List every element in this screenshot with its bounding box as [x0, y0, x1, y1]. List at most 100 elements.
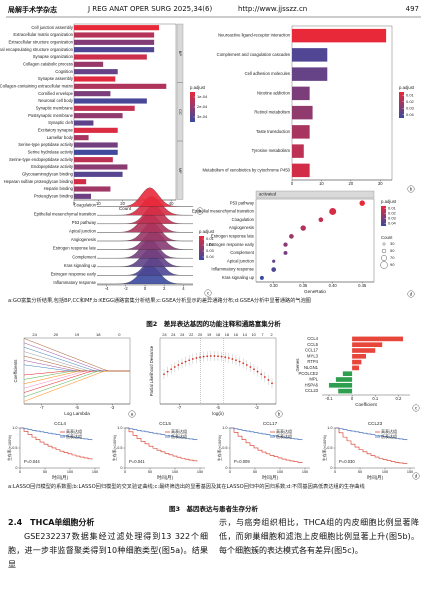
label: 0 [19, 470, 21, 474]
bar [74, 32, 155, 38]
color-legend [190, 92, 195, 122]
label: 24 [171, 333, 175, 337]
label: 0.45 [358, 283, 367, 288]
journal-name: 局解手术学杂志 [8, 6, 57, 14]
label: 高表达组 [171, 428, 187, 434]
coef-path [23, 364, 130, 372]
dot [259, 275, 264, 280]
label: p.adjust [381, 199, 397, 204]
bar [292, 144, 304, 158]
plot-frame [159, 337, 277, 405]
label: Estrogen response late [53, 246, 97, 251]
label: -4 [105, 286, 109, 291]
label: 1.0 [222, 426, 227, 430]
label: CC [178, 109, 183, 115]
plot-frame [255, 198, 375, 283]
bar [74, 76, 116, 82]
label: 150 [407, 470, 413, 474]
coef-path [23, 370, 130, 380]
label: b [278, 411, 281, 416]
color-legend [199, 236, 204, 260]
label: P=0.030 [339, 459, 355, 464]
cv-point [217, 355, 219, 358]
label: Cornified envelope [38, 91, 74, 96]
label: 1.0 [12, 426, 17, 430]
cv-point [191, 358, 194, 360]
cv-point [235, 359, 237, 362]
label: 19 [75, 332, 80, 337]
label: 低表达组 [171, 433, 187, 439]
label: PCOLCE2 [298, 371, 318, 376]
label: -5 [75, 405, 79, 410]
label: 14 [243, 333, 247, 337]
label: 0.5 [117, 446, 122, 450]
label: 高表达组 [381, 428, 397, 434]
label: Cognition [55, 69, 73, 74]
label: 0 [124, 470, 126, 474]
label: 20 [54, 332, 59, 337]
label: 24 [162, 333, 166, 337]
label: Complement [72, 254, 97, 259]
label: -0.1 [325, 396, 333, 401]
bar [74, 164, 128, 170]
bar [292, 105, 313, 120]
label: Estrogen response early [51, 272, 97, 277]
label: Epithelial mesenchymal transition [34, 211, 97, 216]
label: 生存率(×100%) [322, 434, 327, 461]
label: Coefficient [355, 402, 377, 407]
bar [74, 98, 147, 104]
cv-point [267, 379, 270, 381]
cv-point [184, 360, 187, 363]
dot [318, 217, 324, 223]
label: -5 [216, 405, 220, 410]
label: 0.5 [12, 446, 17, 450]
figure2-caption: 图2 差异表达基因的功能注释和通路富集分析 [146, 320, 281, 328]
bar [74, 135, 89, 141]
section-heading: 2.4 THCA单细胞分析 [8, 518, 95, 527]
label: Estrogen response early [209, 242, 255, 247]
label: Apical junction [227, 258, 255, 263]
bar [335, 377, 353, 382]
label: 20 [348, 181, 353, 186]
label: 90 [390, 262, 395, 267]
label: Epithelial mesenchymal transition [192, 209, 255, 214]
paragraph: GSE232237数据集经过滤处理得到13 322个细胞，进一步非监督聚类得到1… [8, 532, 208, 569]
bar [74, 113, 123, 119]
label: 150 [92, 470, 98, 474]
label: Nicotine addiction [257, 90, 291, 95]
label: Cell junction assembly [31, 25, 74, 30]
bar [292, 48, 328, 62]
label: Excitatory synapse [38, 127, 74, 132]
label: P=0.041 [129, 459, 145, 464]
cv-point [213, 355, 216, 357]
label: 18 [216, 333, 220, 337]
label: P53 pathway [72, 220, 97, 225]
label: 高表达组 [276, 428, 292, 434]
bar [352, 336, 404, 342]
label: Synaptic membrane [36, 105, 74, 110]
label: a [199, 208, 202, 213]
label: 0.30 [270, 283, 279, 288]
label: 0.02 [388, 211, 397, 216]
dot [283, 250, 288, 255]
label: 7 [262, 333, 264, 337]
label: log(λ) [212, 411, 224, 416]
label: c [207, 290, 210, 295]
label: Heparin binding [44, 186, 74, 191]
label: Angiogenesis [71, 237, 96, 242]
bar [338, 388, 353, 394]
label: a [131, 411, 134, 416]
label: 50 [43, 470, 47, 474]
label: 24 [180, 333, 184, 337]
label: 100 [67, 470, 73, 474]
label: 2e-04 [197, 104, 208, 109]
label: P=0.044 [24, 459, 40, 464]
label: activated [259, 192, 277, 197]
label: 0.04 [406, 112, 415, 117]
label: Kras signaling up [222, 275, 255, 280]
label: 0.04 [388, 221, 397, 226]
label: 10 [252, 333, 256, 337]
label: 0.40 [329, 283, 338, 288]
label: 18 [225, 333, 229, 337]
